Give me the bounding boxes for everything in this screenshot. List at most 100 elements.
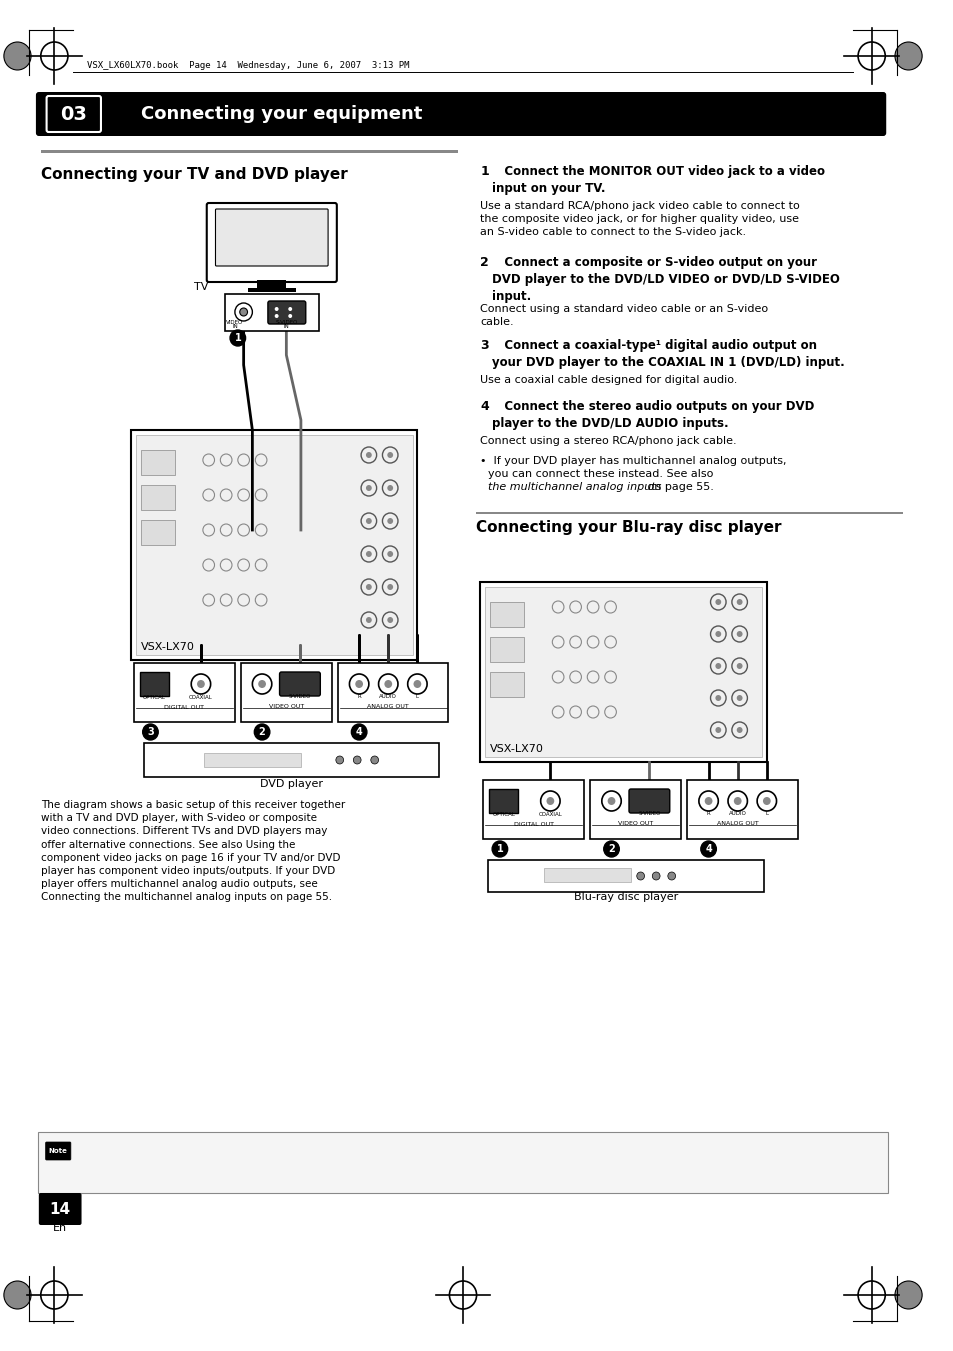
FancyBboxPatch shape	[489, 789, 517, 813]
Bar	[135, 435, 412, 655]
Text: VIDEO OUT: VIDEO OUT	[269, 704, 304, 709]
FancyBboxPatch shape	[39, 1193, 81, 1225]
FancyBboxPatch shape	[36, 92, 885, 136]
Circle shape	[230, 330, 245, 346]
Circle shape	[143, 724, 158, 740]
FancyBboxPatch shape	[144, 743, 438, 777]
FancyBboxPatch shape	[140, 671, 169, 696]
Circle shape	[715, 631, 720, 638]
Text: IN: IN	[283, 324, 289, 330]
Circle shape	[715, 727, 720, 734]
Bar	[490, 638, 523, 662]
FancyBboxPatch shape	[215, 209, 328, 266]
Bar	[141, 485, 174, 509]
Text: Connect the MONITOR OUT video jack to a video
input on your TV.: Connect the MONITOR OUT video jack to a …	[492, 165, 824, 195]
Bar	[476, 512, 902, 513]
Text: 2: 2	[258, 727, 265, 738]
Circle shape	[652, 871, 659, 880]
Circle shape	[387, 517, 393, 524]
Circle shape	[762, 797, 770, 805]
Text: S-VIDEO: S-VIDEO	[289, 694, 311, 698]
FancyBboxPatch shape	[133, 663, 234, 721]
Text: 4: 4	[480, 400, 489, 413]
Bar	[204, 753, 300, 767]
Circle shape	[733, 797, 740, 805]
Circle shape	[603, 842, 618, 857]
Bar	[490, 671, 523, 697]
Circle shape	[288, 307, 292, 311]
Text: COAXIAL: COAXIAL	[537, 812, 561, 817]
Circle shape	[894, 42, 922, 70]
Text: ANALOG OUT: ANALOG OUT	[716, 821, 758, 825]
Text: OPTICAL: OPTICAL	[143, 694, 166, 700]
Text: L: L	[416, 694, 418, 698]
Text: Connect using a stereo RCA/phono jack cable.: Connect using a stereo RCA/phono jack ca…	[480, 436, 737, 446]
Text: you can connect these instead. See also: you can connect these instead. See also	[488, 469, 717, 480]
Bar	[480, 582, 766, 762]
Bar	[247, 288, 295, 292]
Bar	[131, 430, 417, 661]
Text: Use a standard RCA/phono jack video cable to connect to
the composite video jack: Use a standard RCA/phono jack video cabl…	[480, 201, 800, 238]
Text: DIGITAL OUT: DIGITAL OUT	[514, 821, 554, 827]
Circle shape	[288, 313, 292, 317]
Circle shape	[387, 453, 393, 458]
Circle shape	[387, 485, 393, 490]
Circle shape	[366, 453, 372, 458]
Text: Connect a composite or S-video output on your
DVD player to the DVD/LD VIDEO or : Connect a composite or S-video output on…	[492, 255, 840, 303]
FancyBboxPatch shape	[337, 663, 448, 721]
Text: 03: 03	[60, 104, 87, 123]
FancyBboxPatch shape	[38, 1132, 887, 1193]
FancyBboxPatch shape	[590, 780, 680, 839]
Text: AUDIO: AUDIO	[379, 694, 396, 698]
Text: R: R	[357, 694, 360, 698]
Circle shape	[894, 1281, 922, 1309]
Circle shape	[736, 727, 741, 734]
Text: on page 55.: on page 55.	[643, 482, 713, 492]
Text: 1: 1	[234, 332, 241, 343]
Text: 4: 4	[355, 727, 362, 738]
Text: 14: 14	[50, 1201, 71, 1216]
FancyBboxPatch shape	[240, 663, 332, 721]
Circle shape	[607, 797, 615, 805]
FancyBboxPatch shape	[628, 789, 669, 813]
Circle shape	[736, 663, 741, 669]
Text: IN: IN	[232, 324, 237, 330]
Text: Connect the stereo audio outputs on your DVD
player to the DVD/LD AUDIO inputs.: Connect the stereo audio outputs on your…	[492, 400, 814, 430]
Bar	[257, 280, 286, 288]
Text: 3: 3	[147, 727, 153, 738]
Circle shape	[667, 871, 675, 880]
Circle shape	[715, 694, 720, 701]
Circle shape	[371, 757, 378, 765]
Circle shape	[274, 307, 278, 311]
Text: Connecting your Blu-ray disc player: Connecting your Blu-ray disc player	[476, 520, 781, 535]
Bar	[141, 450, 174, 476]
Text: S-VIDEO: S-VIDEO	[638, 811, 659, 816]
Text: DIGITAL OUT: DIGITAL OUT	[164, 705, 204, 711]
Circle shape	[366, 617, 372, 623]
Text: Connecting your equipment: Connecting your equipment	[141, 105, 421, 123]
Circle shape	[715, 663, 720, 669]
Text: the multichannel analog inputs: the multichannel analog inputs	[488, 482, 661, 492]
Circle shape	[736, 694, 741, 701]
Text: 1: 1	[480, 165, 489, 178]
Circle shape	[353, 757, 361, 765]
FancyBboxPatch shape	[47, 96, 101, 132]
Text: VSX-LX70: VSX-LX70	[490, 744, 543, 754]
FancyBboxPatch shape	[686, 780, 797, 839]
Circle shape	[258, 680, 266, 688]
Text: TV: TV	[193, 282, 209, 292]
Bar	[490, 603, 523, 627]
FancyBboxPatch shape	[483, 780, 584, 839]
Circle shape	[366, 551, 372, 557]
Text: ANALOG OUT: ANALOG OUT	[367, 704, 409, 709]
FancyBboxPatch shape	[225, 295, 319, 331]
Text: Blu-ray disc player: Blu-ray disc player	[574, 892, 678, 902]
Circle shape	[4, 42, 31, 70]
Circle shape	[413, 680, 421, 688]
Circle shape	[366, 584, 372, 590]
Text: 3: 3	[480, 339, 489, 353]
FancyBboxPatch shape	[488, 861, 763, 892]
Circle shape	[546, 797, 554, 805]
Circle shape	[492, 842, 507, 857]
Text: Connect a coaxial-type¹ digital audio output on
your DVD player to the COAXIAL I: Connect a coaxial-type¹ digital audio ou…	[492, 339, 844, 369]
